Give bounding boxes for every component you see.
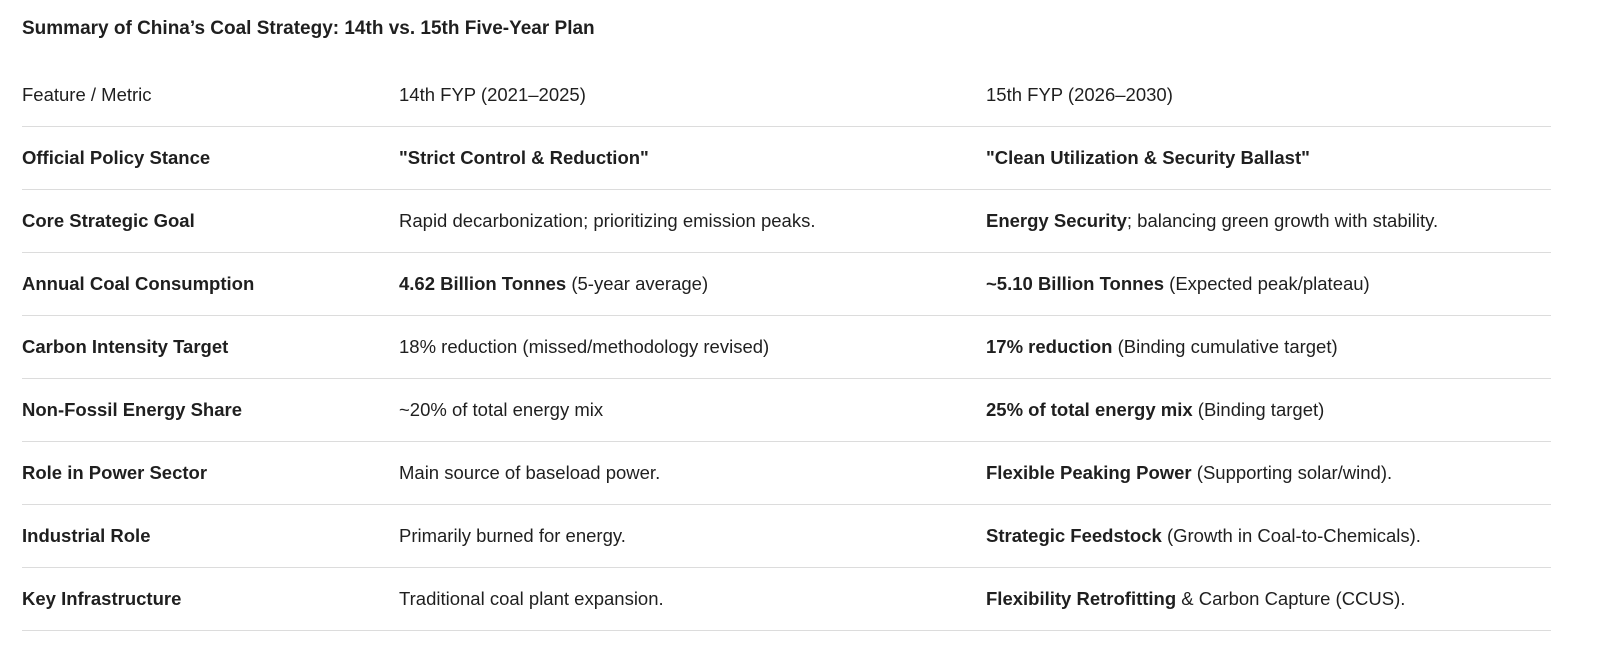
cell-text: Flexibility Retrofitting: [986, 588, 1177, 609]
cell-text: Traditional coal plant expansion.: [399, 588, 664, 609]
cell-text: ~20% of total energy mix: [399, 399, 604, 420]
cell-text: Key Infrastructure: [22, 588, 182, 609]
table-cell: ~5.10 Billion Tonnes (Expected peak/plat…: [986, 272, 1370, 296]
cell-text: Carbon Intensity Target: [22, 336, 229, 357]
cell-text: Core Strategic Goal: [22, 210, 195, 231]
cell-text: Main source of baseload power.: [399, 462, 661, 483]
table-cell: Main source of baseload power.: [399, 461, 660, 485]
row-label: Non-Fossil Energy Share: [22, 398, 242, 422]
table-cell: 17% reduction (Binding cumulative target…: [986, 335, 1338, 359]
row-divider: [22, 252, 1551, 253]
cell-text: Strategic Feedstock: [986, 525, 1162, 546]
table-cell: "Clean Utilization & Security Ballast": [986, 146, 1310, 170]
cell-text: Rapid decarbonization; prioritizing emis…: [399, 210, 816, 231]
cell-text: (Supporting solar/wind).: [1191, 462, 1393, 483]
cell-text: Energy Security: [986, 210, 1127, 231]
table-cell: Flexibility Retrofitting & Carbon Captur…: [986, 587, 1405, 611]
header-cell: 14th FYP (2021–2025): [399, 84, 586, 105]
cell-text: (Growth in Coal-to-Chemicals).: [1161, 525, 1421, 546]
table-cell: ~20% of total energy mix: [399, 398, 603, 422]
cell-text: & Carbon Capture (CCUS).: [1176, 588, 1406, 609]
cell-text: ; balancing green growth with stability.: [1126, 210, 1439, 231]
row-label: Key Infrastructure: [22, 587, 181, 611]
header-cell: 15th FYP (2026–2030): [986, 84, 1173, 105]
row-divider: [22, 504, 1551, 505]
cell-text: "Strict Control & Reduction": [399, 147, 649, 168]
cell-text: (5-year average): [566, 273, 709, 294]
row-divider: [22, 567, 1551, 568]
table-cell: 18% reduction (missed/methodology revise…: [399, 335, 769, 359]
cell-text: 17% reduction: [986, 336, 1113, 357]
table-cell: Rapid decarbonization; prioritizing emis…: [399, 209, 815, 233]
cell-text: Non-Fossil Energy Share: [22, 399, 242, 420]
cell-text: Annual Coal Consumption: [22, 273, 255, 294]
table-cell: Strategic Feedstock (Growth in Coal-to-C…: [986, 524, 1421, 548]
header-cell: Feature / Metric: [22, 84, 152, 105]
cell-text: "Clean Utilization & Security Ballast": [986, 147, 1310, 168]
table-cell: Traditional coal plant expansion.: [399, 587, 664, 611]
title: Summary of China’s Coal Strategy: 14th v…: [22, 18, 595, 39]
row-label: Annual Coal Consumption: [22, 272, 254, 296]
cell-text: (Expected peak/plateau): [1164, 273, 1370, 294]
table-cell: 25% of total energy mix (Binding target): [986, 398, 1324, 422]
row-label: Industrial Role: [22, 524, 151, 548]
table-cell: Primarily burned for energy.: [399, 524, 626, 548]
row-label: Role in Power Sector: [22, 461, 207, 485]
cell-text: Role in Power Sector: [22, 462, 208, 483]
cell-text: Official Policy Stance: [22, 147, 211, 168]
row-divider: [22, 630, 1551, 631]
row-label: Core Strategic Goal: [22, 209, 195, 233]
cell-text: (Binding cumulative target): [1112, 336, 1338, 357]
cell-text: 25% of total energy mix: [986, 399, 1193, 420]
row-label: Official Policy Stance: [22, 146, 210, 170]
row-divider: [22, 441, 1551, 442]
row-divider: [22, 189, 1551, 190]
cell-text: Primarily burned for energy.: [399, 525, 626, 546]
row-divider: [22, 315, 1551, 316]
cell-text: 18% reduction (missed/methodology revise…: [399, 336, 770, 357]
row-divider: [22, 378, 1551, 379]
table-cell: Energy Security; balancing green growth …: [986, 209, 1438, 233]
cell-text: 4.62 Billion Tonnes: [399, 273, 567, 294]
table-cell: Flexible Peaking Power (Supporting solar…: [986, 461, 1392, 485]
row-label: Carbon Intensity Target: [22, 335, 228, 359]
table-cell: 4.62 Billion Tonnes (5-year average): [399, 272, 708, 296]
row-divider: [22, 126, 1551, 127]
cell-text: (Binding target): [1192, 399, 1325, 420]
cell-text: Flexible Peaking Power: [986, 462, 1192, 483]
table-cell: "Strict Control & Reduction": [399, 146, 649, 170]
cell-text: ~5.10 Billion Tonnes: [986, 273, 1165, 294]
cell-text: Industrial Role: [22, 525, 151, 546]
